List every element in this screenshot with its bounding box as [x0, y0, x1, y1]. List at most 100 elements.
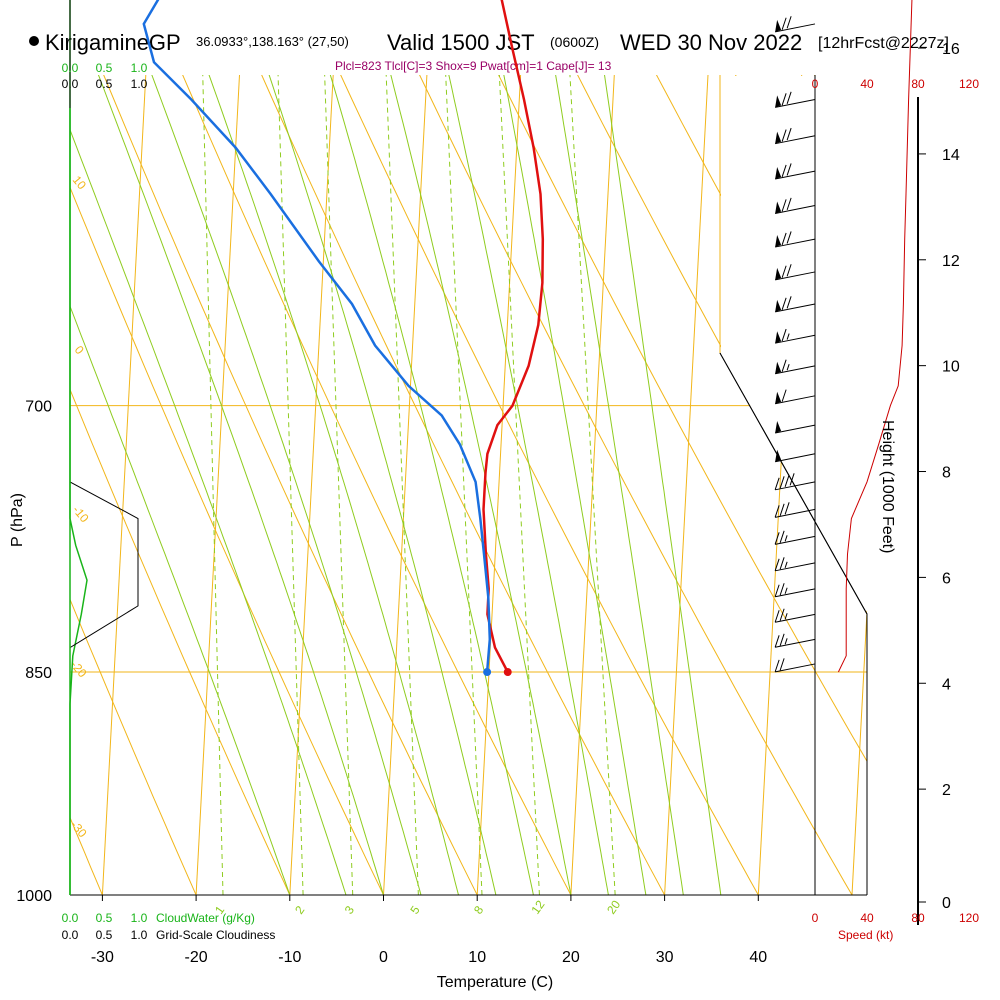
- isotherm-line: [570, 75, 615, 895]
- dry-adiabat-line: [377, 0, 1000, 962]
- barb-shaft: [775, 98, 816, 108]
- barb-feather: [781, 328, 787, 342]
- wind-barb: [775, 296, 816, 313]
- barb-feather: [781, 199, 787, 212]
- speed-top-tick: 120: [959, 77, 979, 91]
- mixing-ratio-label: 2: [292, 903, 307, 917]
- moist-adiabat-line: [329, 75, 534, 895]
- cloudwater-bottom-tick: 0.5: [96, 911, 113, 925]
- barb-pennant: [775, 167, 782, 180]
- cloudwater-legend: CloudWater (g/Kg): [156, 911, 255, 925]
- wind-barb: [774, 530, 816, 545]
- barb-shaft: [775, 170, 816, 180]
- isotherm-line: [476, 75, 522, 895]
- mixing-ratio-label: 5: [407, 903, 422, 917]
- x-tick-label: -20: [185, 949, 208, 966]
- height-tick-label: 6: [942, 570, 951, 587]
- barb-feather: [781, 389, 787, 402]
- barb-half-feather: [786, 364, 790, 371]
- barb-half-feather: [784, 638, 788, 645]
- barb-feather: [779, 476, 785, 489]
- barb-shaft: [775, 365, 816, 375]
- dry-adiabat-label: 10: [70, 173, 90, 192]
- barb-pennant: [775, 421, 782, 434]
- wind-barb: [774, 502, 816, 518]
- barb-feather: [774, 477, 780, 490]
- height-tick-label: 10: [942, 359, 960, 376]
- barb-feather: [786, 264, 792, 277]
- barb-feather: [786, 16, 792, 29]
- moist-adiabat-line: [151, 75, 422, 895]
- moist-adiabat-line: [448, 75, 609, 895]
- cloudwater-top-tick: 1.0: [131, 61, 148, 75]
- diagram-mask: [721, 76, 868, 613]
- dry-adiabat-line: [419, 75, 853, 895]
- dry-adiabat-line: [182, 75, 572, 895]
- cloudiness-top-tick: 1.0: [131, 77, 148, 91]
- x-tick-label: 10: [468, 949, 486, 966]
- barb-feather: [786, 231, 792, 244]
- dry-adiabat-line: [315, 0, 1000, 962]
- sounding-series: [142, 0, 913, 677]
- barb-shaft: [775, 205, 816, 214]
- barb-shaft: [775, 588, 816, 598]
- cloudiness-bottom-tick: 0.5: [96, 928, 113, 942]
- wind-barb: [774, 557, 816, 572]
- height-tick-label: 16: [942, 41, 960, 58]
- dry-adiabat-line: [103, 75, 478, 895]
- speed-bottom-tick: 120: [959, 911, 979, 925]
- speed-top-tick: 40: [860, 77, 874, 91]
- dry-adiabat-line: [70, 388, 291, 895]
- barb-feather: [781, 265, 787, 278]
- barb-pennant: [775, 95, 782, 108]
- wind-barb: [775, 389, 816, 405]
- barb-shaft: [775, 424, 816, 434]
- isotherm-line: [195, 75, 240, 895]
- height-tick-label: 14: [942, 147, 960, 164]
- barb-shaft: [775, 562, 816, 572]
- barb-shaft: [775, 23, 816, 33]
- mixing-ratio-line: [202, 75, 224, 895]
- barb-feather: [786, 296, 792, 309]
- barb-shaft: [775, 535, 816, 545]
- dry-adiabat-label: 0: [72, 343, 87, 357]
- dry-adiabat-line: [340, 75, 759, 895]
- isotherm-line: [101, 75, 147, 895]
- wind-barb: [775, 449, 816, 463]
- barb-feather: [779, 583, 785, 596]
- speed-top-tick: 80: [911, 77, 925, 91]
- barb-feather: [779, 633, 785, 646]
- stability-indices: Plcl=823 Tlcl[C]=3 Shox=9 Pwat[cm]=1 Cap…: [335, 59, 612, 73]
- isotherm-line: [664, 75, 709, 895]
- barb-feather: [774, 584, 780, 597]
- mixing-ratio-label: 3: [342, 903, 357, 917]
- moist-adiabat-line: [268, 75, 497, 895]
- barb-pennant: [775, 19, 782, 32]
- speed-bottom-tick: 80: [911, 911, 925, 925]
- barb-feather: [774, 558, 780, 571]
- barb-shaft: [775, 481, 816, 491]
- moist-adiabat-line: [503, 75, 647, 895]
- cloudwater-top-tick: 0.5: [96, 61, 113, 75]
- dry-adiabat-line: [70, 598, 197, 895]
- isotherm-line: [0, 0, 16, 895]
- x-tick-label: 0: [379, 949, 388, 966]
- barb-feather: [781, 164, 787, 178]
- barb-feather: [779, 608, 785, 621]
- mixing-ratio-line: [277, 75, 304, 895]
- barb-feather: [781, 17, 787, 30]
- dry-adiabat-line: [498, 75, 867, 763]
- station-name: KirigamineGP: [45, 30, 181, 55]
- wind-barb: [775, 91, 816, 108]
- mixing-ratio-line: [569, 75, 616, 895]
- wind-barbs: [774, 16, 816, 673]
- dry-adiabat-line: [577, 75, 867, 608]
- x-tick-label: 40: [749, 949, 767, 966]
- barb-pennant: [775, 361, 782, 374]
- barb-pennant: [775, 235, 782, 248]
- diagram-boundary: [70, 75, 868, 896]
- station-bullet-icon: [29, 36, 39, 46]
- axes: 2503004005007008501000024681012141618202…: [9, 41, 979, 991]
- barb-shaft: [775, 334, 816, 344]
- barb-shaft: [775, 395, 816, 405]
